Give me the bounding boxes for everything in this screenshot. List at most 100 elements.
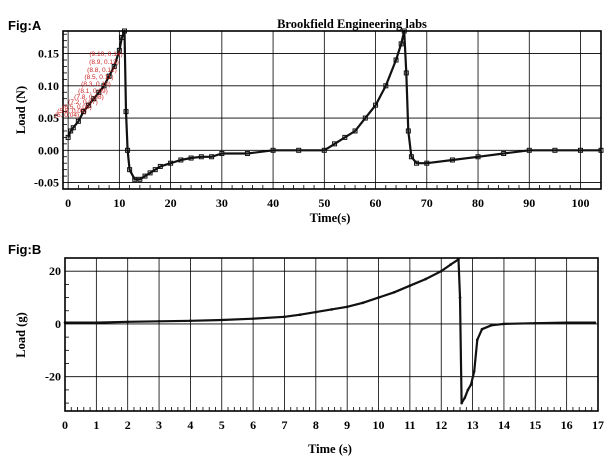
x-tick-label: 11 xyxy=(404,418,415,432)
y-tick-label: 0.10 xyxy=(38,79,59,93)
data-point xyxy=(178,157,184,163)
x-axis-label: Time(s) xyxy=(310,211,351,225)
data-point xyxy=(361,301,365,305)
x-tick-label: 10 xyxy=(113,196,125,210)
data-point xyxy=(96,89,102,95)
x-tick-label: 1 xyxy=(93,418,99,432)
data-point xyxy=(373,102,379,108)
data-point xyxy=(80,109,86,115)
y-tick-label: -20 xyxy=(45,370,61,384)
data-point xyxy=(475,154,481,160)
data-point xyxy=(189,319,192,323)
panel-label: Fig:A xyxy=(8,18,42,33)
y-tick-label: 0.00 xyxy=(38,143,59,157)
y-tick-label: -0.05 xyxy=(34,176,59,190)
data-point xyxy=(565,321,568,324)
data-point xyxy=(405,128,411,134)
data-point xyxy=(68,128,74,134)
data-point xyxy=(466,388,470,392)
x-tick-label: 6 xyxy=(250,418,256,432)
data-point xyxy=(147,170,153,176)
data-point xyxy=(330,308,333,311)
panel-a: 0 10 20 30 40 50 60 70 80 90 100 -0.05 0.00 0.05 0.10 0… xyxy=(8,17,604,225)
data-point xyxy=(383,83,389,89)
data-point xyxy=(251,317,255,320)
data-point xyxy=(70,125,76,131)
x-tick-label: 17 xyxy=(592,418,604,432)
data-point xyxy=(123,109,129,115)
x-tick-label: 10 xyxy=(373,418,385,432)
data-point xyxy=(424,160,430,166)
panel-b: 0 1 2 3 4 5 6 7 8 9 10 11 12 13 14 15 16 17-20020Fig:BTim… xyxy=(8,242,604,456)
x-tick-label: 3 xyxy=(156,418,162,432)
data-point xyxy=(111,63,117,69)
x-tick-label: 100 xyxy=(572,196,590,210)
x-tick-label: 0 xyxy=(65,196,71,210)
point-annotation: (5, 0.04) xyxy=(55,112,79,119)
x-tick-label: 12 xyxy=(435,418,447,432)
x-tick-label: 4 xyxy=(187,418,193,432)
data-point xyxy=(408,284,412,287)
x-tick-label: 0 xyxy=(62,418,68,432)
data-point xyxy=(449,157,455,163)
data-point xyxy=(219,151,225,157)
x-tick-label: 14 xyxy=(498,418,510,432)
data-point xyxy=(157,320,161,323)
data-point xyxy=(332,141,338,147)
data-point xyxy=(119,34,125,40)
data-point xyxy=(91,96,97,102)
data-point xyxy=(460,401,463,405)
data-point xyxy=(533,321,537,325)
data-point xyxy=(490,323,493,327)
y-tick-label: 20 xyxy=(49,264,61,278)
point-annotation: (8.3, 0.10) xyxy=(81,81,111,88)
data-line xyxy=(65,258,595,405)
x-tick-label: 40 xyxy=(267,196,279,210)
data-point xyxy=(283,315,286,319)
data-point xyxy=(152,167,158,173)
x-tick-label: 2 xyxy=(125,418,131,432)
data-point xyxy=(137,176,143,182)
data-point xyxy=(298,313,302,317)
data-point xyxy=(188,155,194,161)
data-point xyxy=(132,176,138,182)
data-point xyxy=(127,167,133,173)
x-tick-label: 16 xyxy=(561,418,573,432)
panel-label: Fig:B xyxy=(8,242,41,257)
x-tick-label: 8 xyxy=(313,418,319,432)
data-point xyxy=(345,305,349,309)
data-point xyxy=(458,296,462,299)
data-point xyxy=(398,41,404,47)
data-point xyxy=(209,154,215,160)
point-annotation: (8.1, 0.09) xyxy=(78,88,108,95)
data-point xyxy=(314,310,318,314)
data-point xyxy=(126,320,130,324)
data-point xyxy=(475,338,479,342)
data-point xyxy=(502,322,506,326)
data-point xyxy=(469,383,473,386)
data-point xyxy=(168,160,174,166)
point-annotation: (9.10, 0.14) xyxy=(89,51,122,58)
data-point xyxy=(472,370,476,373)
plot-frame xyxy=(64,257,599,412)
point-annotation: (6.5, 0.06) xyxy=(62,104,92,111)
x-axis-label: Time (s) xyxy=(308,442,352,456)
data-point xyxy=(116,47,122,53)
data-point xyxy=(392,290,396,294)
data-point xyxy=(408,154,414,160)
data-point xyxy=(106,73,112,79)
point-annotation: (7.8, 0.08) xyxy=(74,94,104,101)
x-tick-label: 70 xyxy=(421,196,433,210)
x-tick-label: 50 xyxy=(318,196,330,210)
data-point xyxy=(342,134,348,140)
chart-title: Brookfield Engineering labs xyxy=(277,17,427,31)
data-point xyxy=(501,151,507,157)
point-annotation: (7.2, 0.07) xyxy=(68,99,98,106)
y-tick-label: 0.05 xyxy=(38,111,59,125)
data-point xyxy=(321,147,327,153)
data-point xyxy=(270,147,276,153)
data-point xyxy=(480,327,484,331)
x-tick-label: 5 xyxy=(219,418,225,432)
data-point xyxy=(552,147,558,153)
